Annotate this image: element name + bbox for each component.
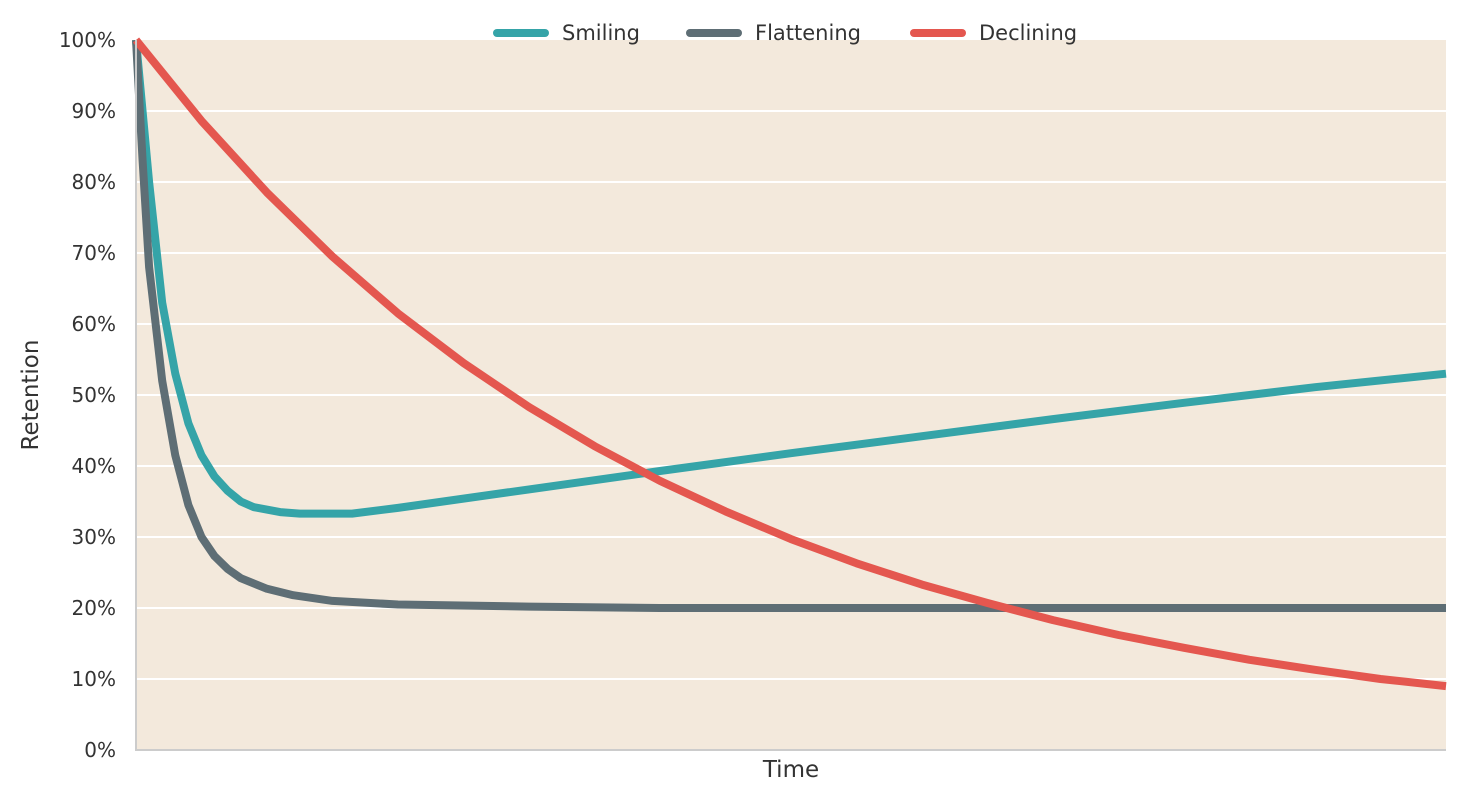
- legend-label-smiling: Smiling: [562, 21, 640, 45]
- y-tick-label: 0%: [84, 738, 116, 762]
- series-line-smiling: [132, 39, 1447, 518]
- series-lines: [132, 37, 1447, 691]
- y-tick-label: 100%: [59, 28, 116, 52]
- y-tick-label: 10%: [72, 667, 116, 691]
- y-tick-label: 40%: [72, 454, 116, 478]
- y-axis-title: Retention: [18, 340, 44, 451]
- y-tick-label: 50%: [72, 383, 116, 407]
- y-tick-label: 80%: [72, 170, 116, 194]
- y-tick-label: 90%: [72, 99, 116, 123]
- y-tick-labels: 0% 10% 20% 30% 40% 50% 60% 70% 80% 90% 100%: [59, 28, 116, 762]
- legend-label-declining: Declining: [979, 21, 1077, 45]
- y-tick-label: 30%: [72, 525, 116, 549]
- x-axis-title: Time: [762, 757, 819, 783]
- y-tick-label: 20%: [72, 596, 116, 620]
- legend: Smiling Flattening Declining: [493, 21, 1077, 45]
- legend-label-flattening: Flattening: [755, 21, 861, 45]
- y-tick-label: 70%: [72, 241, 116, 265]
- series-line-flattening: [132, 39, 1446, 612]
- y-tick-label: 60%: [72, 312, 116, 336]
- series-line-declining: [132, 37, 1447, 691]
